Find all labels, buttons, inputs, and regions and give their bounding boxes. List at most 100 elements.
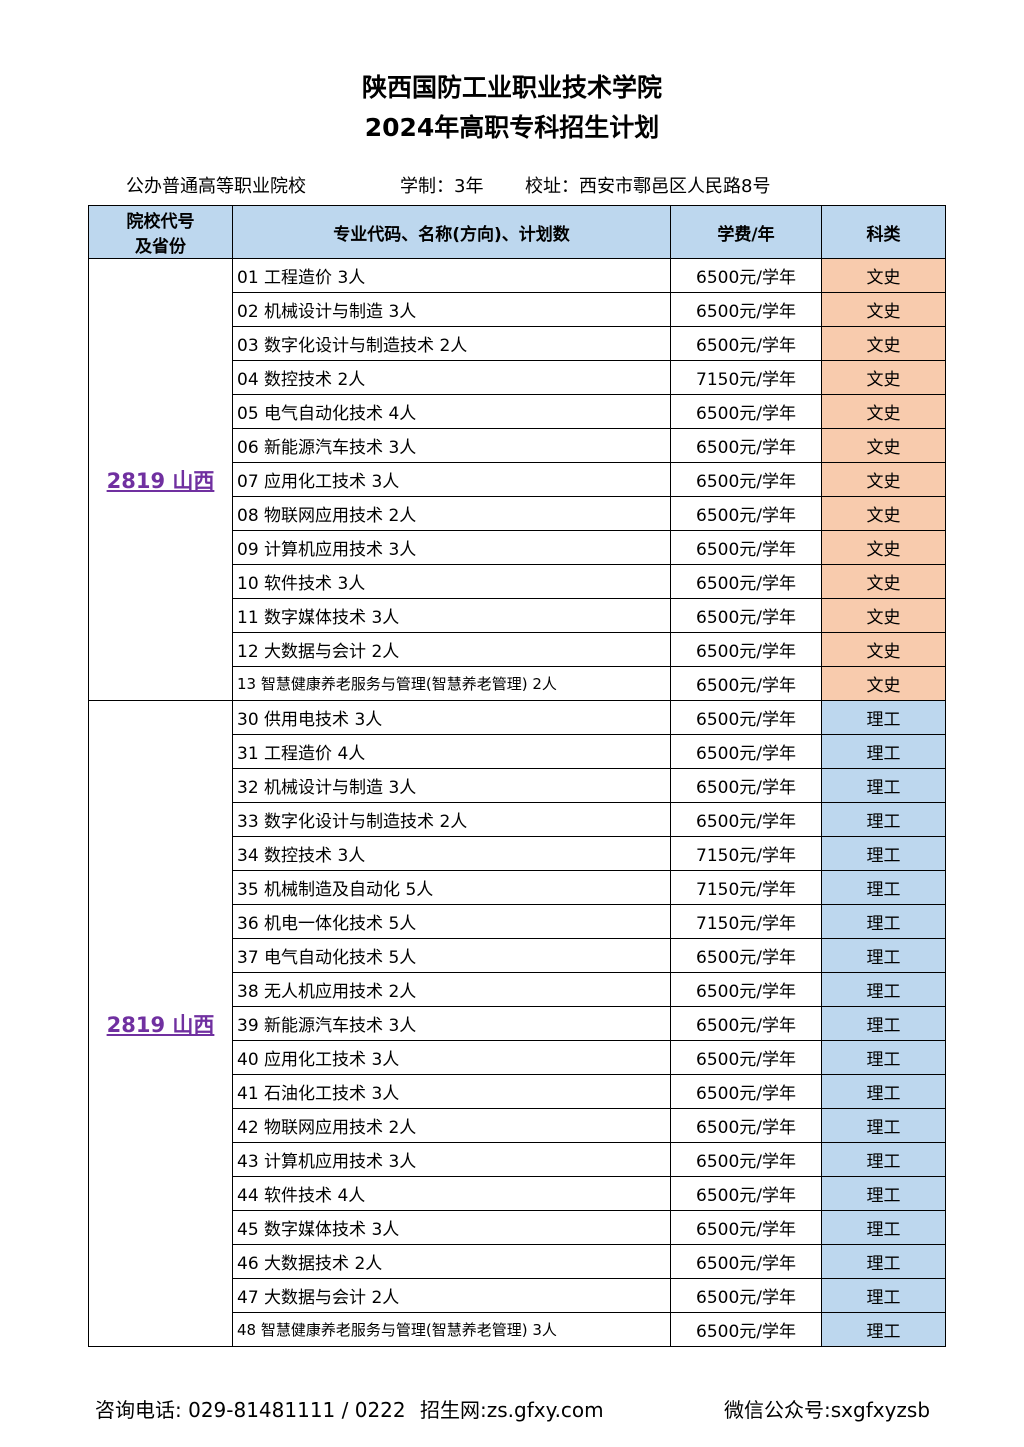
major-name: 30 供用电技术 3人	[232, 700, 671, 735]
category: 理工	[821, 836, 946, 871]
tuition: 6500元/学年	[670, 972, 822, 1007]
category: 理工	[821, 1312, 946, 1347]
major-name: 01 工程造价 3人	[232, 258, 671, 293]
category: 理工	[821, 1142, 946, 1177]
school-code-link[interactable]: 2819 山西	[88, 258, 233, 701]
tuition: 6500元/学年	[670, 1006, 822, 1041]
category: 理工	[821, 904, 946, 939]
major-name: 40 应用化工技术 3人	[232, 1040, 671, 1075]
major-name: 37 电气自动化技术 5人	[232, 938, 671, 973]
tuition: 6500元/学年	[670, 1040, 822, 1075]
major-name: 34 数控技术 3人	[232, 836, 671, 871]
category: 文史	[821, 326, 946, 361]
category: 理工	[821, 870, 946, 905]
major-name: 45 数字媒体技术 3人	[232, 1210, 671, 1245]
major-name: 02 机械设计与制造 3人	[232, 292, 671, 327]
category: 文史	[821, 666, 946, 701]
category: 理工	[821, 802, 946, 837]
tuition: 6500元/学年	[670, 258, 822, 293]
enrollment-table: 院校代号及省份 专业代码、名称(方向)、计划数 学费/年 科类 2819 山西 0…	[88, 205, 946, 1347]
table-row: 40 应用化工技术 3人 6500元/学年 理工	[89, 1040, 946, 1075]
header-code: 院校代号及省份	[88, 205, 233, 259]
tuition: 6500元/学年	[670, 1176, 822, 1211]
category: 文史	[821, 292, 946, 327]
table-row: 47 大数据与会计 2人 6500元/学年 理工	[89, 1278, 946, 1313]
table-row: 31 工程造价 4人 6500元/学年 理工	[89, 734, 946, 769]
category: 文史	[821, 258, 946, 293]
tuition: 6500元/学年	[670, 462, 822, 497]
tuition: 6500元/学年	[670, 768, 822, 803]
tuition: 6500元/学年	[670, 632, 822, 667]
table-row: 42 物联网应用技术 2人 6500元/学年 理工	[89, 1108, 946, 1143]
tuition: 6500元/学年	[670, 1244, 822, 1279]
phone: 咨询电话: 029-81481111 / 0222	[95, 1398, 406, 1422]
table-row: 46 大数据技术 2人 6500元/学年 理工	[89, 1244, 946, 1279]
tuition: 6500元/学年	[670, 1074, 822, 1109]
tuition: 6500元/学年	[670, 530, 822, 565]
table-row: 07 应用化工技术 3人 6500元/学年 文史	[89, 462, 946, 497]
major-name: 43 计算机应用技术 3人	[232, 1142, 671, 1177]
category: 理工	[821, 1074, 946, 1109]
major-name: 08 物联网应用技术 2人	[232, 496, 671, 531]
category: 理工	[821, 1040, 946, 1075]
admission-site-link[interactable]: 招生网:zs.gfxy.com	[420, 1398, 604, 1422]
table-row: 2819 山西 01 工程造价 3人 6500元/学年 文史	[88, 258, 946, 701]
tuition: 6500元/学年	[670, 1278, 822, 1313]
major-name: 38 无人机应用技术 2人	[232, 972, 671, 1007]
tuition: 6500元/学年	[670, 1142, 822, 1177]
category: 文史	[821, 564, 946, 599]
table-row: 05 电气自动化技术 4人 6500元/学年 文史	[89, 394, 946, 429]
table-row: 36 机电一体化技术 5人 7150元/学年 理工	[89, 904, 946, 939]
table-row: 13 智慧健康养老服务与管理(智慧养老管理) 2人 6500元/学年 文史	[89, 666, 946, 701]
duration: 学制：3年	[400, 176, 484, 197]
category: 理工	[821, 1108, 946, 1143]
table-row: 02 机械设计与制造 3人 6500元/学年 文史	[89, 292, 946, 327]
category: 理工	[821, 972, 946, 1007]
table-row: 33 数字化设计与制造技术 2人 6500元/学年 理工	[89, 802, 946, 837]
school-type: 公办普通高等职业院校	[126, 176, 306, 197]
tuition: 6500元/学年	[670, 564, 822, 599]
major-name: 46 大数据技术 2人	[232, 1244, 671, 1279]
table-row: 35 机械制造及自动化 5人 7150元/学年 理工	[89, 870, 946, 905]
major-name: 12 大数据与会计 2人	[232, 632, 671, 667]
tuition: 6500元/学年	[670, 666, 822, 701]
major-name: 07 应用化工技术 3人	[232, 462, 671, 497]
category: 理工	[821, 1278, 946, 1313]
tuition: 6500元/学年	[670, 1312, 822, 1347]
category: 理工	[821, 1006, 946, 1041]
major-name: 10 软件技术 3人	[232, 564, 671, 599]
school-code-link[interactable]: 2819 山西	[88, 700, 233, 1347]
major-name: 36 机电一体化技术 5人	[232, 904, 671, 939]
major-name: 44 软件技术 4人	[232, 1176, 671, 1211]
table-row: 38 无人机应用技术 2人 6500元/学年 理工	[89, 972, 946, 1007]
category: 理工	[821, 768, 946, 803]
tuition: 7150元/学年	[670, 870, 822, 905]
tuition: 6500元/学年	[670, 700, 822, 735]
major-name: 06 新能源汽车技术 3人	[232, 428, 671, 463]
tuition: 7150元/学年	[670, 904, 822, 939]
tuition: 6500元/学年	[670, 938, 822, 973]
major-name: 42 物联网应用技术 2人	[232, 1108, 671, 1143]
major-name: 09 计算机应用技术 3人	[232, 530, 671, 565]
tuition: 6500元/学年	[670, 394, 822, 429]
tuition: 6500元/学年	[670, 598, 822, 633]
category: 文史	[821, 496, 946, 531]
category: 理工	[821, 1176, 946, 1211]
category: 文史	[821, 530, 946, 565]
tuition: 6500元/学年	[670, 428, 822, 463]
address: 校址：西安市鄠邑区人民路8号	[525, 176, 771, 197]
tuition: 6500元/学年	[670, 1210, 822, 1245]
header-major: 专业代码、名称(方向)、计划数	[232, 205, 671, 259]
tuition: 6500元/学年	[670, 1108, 822, 1143]
wechat: 微信公众号:sxgfxyzsb	[724, 1398, 931, 1422]
category: 文史	[821, 462, 946, 497]
table-row: 2819 山西 30 供用电技术 3人 6500元/学年 理工	[88, 700, 946, 1347]
major-name: 31 工程造价 4人	[232, 734, 671, 769]
table-row: 37 电气自动化技术 5人 6500元/学年 理工	[89, 938, 946, 973]
category: 文史	[821, 598, 946, 633]
category: 理工	[821, 1210, 946, 1245]
major-name: 32 机械设计与制造 3人	[232, 768, 671, 803]
category: 文史	[821, 360, 946, 395]
major-name: 41 石油化工技术 3人	[232, 1074, 671, 1109]
school-title: 陕西国防工业职业技术学院	[361, 73, 662, 102]
